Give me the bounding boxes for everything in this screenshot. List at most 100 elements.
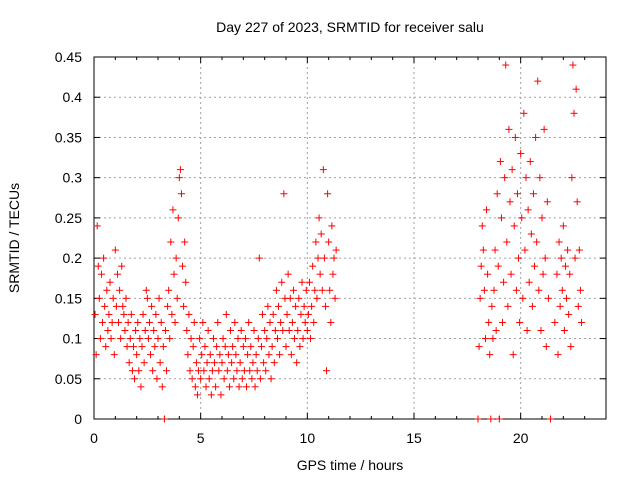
data-point [202, 383, 210, 391]
data-point [216, 351, 224, 359]
data-point [283, 310, 291, 318]
data-point [124, 318, 132, 326]
data-point [259, 310, 267, 318]
y-tick-label: 0 [74, 411, 82, 427]
data-point [285, 327, 293, 335]
data-point [491, 246, 499, 254]
data-point [312, 238, 320, 246]
data-point [144, 335, 152, 343]
data-point [555, 238, 563, 246]
x-tick-label: 10 [300, 430, 316, 446]
data-point [556, 302, 564, 310]
data-point [287, 351, 295, 359]
data-point [215, 367, 223, 375]
data-point [570, 109, 578, 117]
data-point [308, 302, 316, 310]
data-point [218, 359, 226, 367]
data-point [172, 254, 180, 262]
data-point [209, 335, 217, 343]
data-point [311, 286, 319, 294]
data-point [538, 214, 546, 222]
data-point [566, 270, 574, 278]
data-point [179, 262, 187, 270]
data-point [164, 302, 172, 310]
data-point [101, 302, 109, 310]
data-point [137, 383, 145, 391]
data-point [508, 166, 516, 174]
data-point [303, 327, 311, 335]
data-point [267, 375, 275, 383]
data-point [167, 238, 175, 246]
data-point [94, 262, 102, 270]
y-tick-label: 0.2 [63, 250, 83, 266]
data-point [476, 294, 484, 302]
data-point [108, 318, 116, 326]
data-point [536, 174, 544, 182]
data-point [280, 190, 288, 198]
data-point [309, 262, 317, 270]
data-point [574, 302, 582, 310]
data-point [477, 262, 485, 270]
data-point [192, 359, 200, 367]
data-point [100, 254, 108, 262]
data-point [184, 351, 192, 359]
data-point [502, 61, 510, 69]
data-point [264, 302, 272, 310]
data-point [277, 318, 285, 326]
data-point [269, 310, 277, 318]
data-points [91, 61, 585, 423]
data-point [298, 278, 306, 286]
data-point [497, 214, 505, 222]
data-point [315, 214, 323, 222]
data-point [286, 294, 294, 302]
data-point [110, 351, 118, 359]
data-point [212, 383, 220, 391]
data-point [156, 359, 164, 367]
data-point [96, 335, 104, 343]
data-point [302, 286, 310, 294]
data-point [189, 343, 197, 351]
data-point [483, 206, 491, 214]
data-point [186, 367, 194, 375]
data-point [313, 294, 321, 302]
data-point [512, 286, 520, 294]
x-axis-label: GPS time / hours [297, 457, 404, 473]
data-point [161, 327, 169, 335]
data-point [511, 133, 519, 141]
data-point [307, 335, 315, 343]
data-point [518, 214, 526, 222]
x-tick-label: 5 [197, 430, 205, 446]
data-point [323, 367, 331, 375]
data-point [103, 286, 111, 294]
data-point [153, 375, 161, 383]
data-point [117, 335, 125, 343]
data-point [320, 254, 328, 262]
data-point [554, 351, 562, 359]
data-point [97, 270, 105, 278]
data-point [296, 343, 304, 351]
data-point [222, 310, 230, 318]
data-point [533, 238, 541, 246]
data-point [91, 310, 99, 318]
data-point [270, 359, 278, 367]
data-point [507, 270, 515, 278]
data-point [132, 327, 140, 335]
y-tick-label: 0.3 [63, 170, 83, 186]
data-point [126, 335, 134, 343]
data-point [271, 327, 279, 335]
data-point [220, 375, 228, 383]
data-point [571, 254, 579, 262]
data-point [492, 327, 500, 335]
data-point [181, 238, 189, 246]
data-point [109, 294, 117, 302]
y-axis-label: SRMTID / TECUs [6, 183, 22, 293]
data-point [177, 190, 185, 198]
y-tick-label: 0.35 [55, 129, 82, 145]
data-point [330, 254, 338, 262]
data-point [279, 327, 287, 335]
data-point [327, 318, 335, 326]
data-point [517, 150, 525, 158]
data-point [314, 254, 322, 262]
data-point [541, 254, 549, 262]
